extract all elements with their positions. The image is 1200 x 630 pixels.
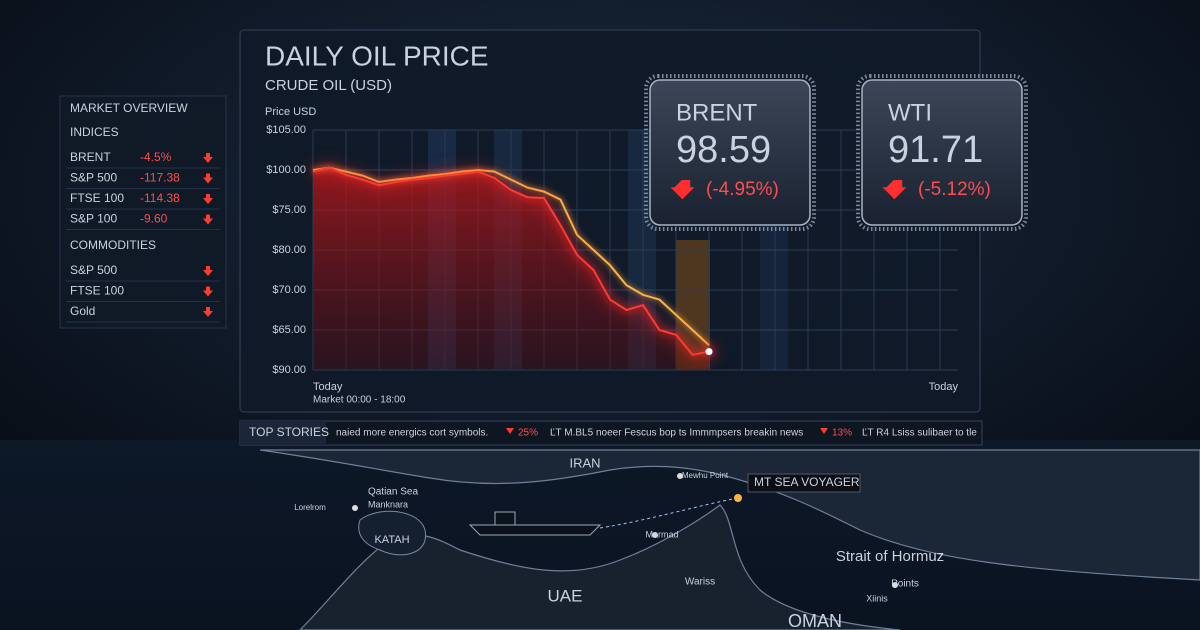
map-label: Mewhu Point (682, 471, 729, 480)
market-overview: MARKET OVERVIEW INDICES COMMODITIES BREN… (59, 95, 227, 329)
y-tick-label: $75.00 (272, 204, 306, 216)
index-name: S&P 500 (70, 171, 117, 185)
ticker-item: ĽT M.BL5 noeer Fescus bop ts Immmpsers b… (550, 428, 803, 439)
price-card: BRENT 98.59 (-4.95%) (644, 74, 816, 231)
y-tick-label: $65.00 (272, 324, 306, 336)
price-card: WTI 91.71 (-5.12%) (856, 74, 1028, 231)
map-label: Wariss (685, 577, 715, 588)
ticker-item: 25% (518, 428, 538, 439)
y-tick-label: $105.00 (266, 124, 306, 136)
chart-subtitle: CRUDE OIL (USD) (265, 77, 392, 94)
card-pins (856, 74, 1028, 231)
index-value: -117.38 (140, 171, 180, 185)
ticker-item: 13% (832, 428, 852, 439)
index-value: -114.38 (140, 191, 180, 205)
ticker: TOP STORIES naied more energics cort sym… (239, 420, 983, 446)
y-tick-label: $70.00 (272, 284, 306, 296)
x-label: Today (929, 381, 959, 393)
map (0, 440, 1200, 630)
commodity-name: Gold (70, 304, 95, 318)
index-name: FTSE 100 (70, 191, 124, 205)
y-tick-label: $90.00 (272, 364, 306, 376)
x-caption: Market 00:00 - 18:00 (313, 395, 406, 406)
map-label: Marmad (645, 529, 678, 539)
card-name: WTI (888, 99, 932, 126)
card-name: BRENT (676, 99, 758, 126)
card-pins (644, 74, 816, 231)
down-arrow (203, 266, 213, 276)
card-change: (-5.12%) (918, 179, 991, 200)
section-heading: INDICES (70, 125, 119, 139)
down-arrow (203, 194, 213, 204)
down-arrow (203, 214, 213, 225)
price-cards: BRENT 98.59 (-4.95%) WTI 91.71 (-5.12%) (644, 74, 1028, 231)
index-name: S&P 100 (70, 212, 117, 226)
down-arrow (203, 173, 213, 184)
map-label: Qatian Sea (368, 487, 418, 498)
map-label: Manknara (368, 499, 408, 509)
index-value: -9.60 (140, 212, 168, 226)
commodity-name: S&P 500 (70, 263, 117, 277)
x-label: Today (313, 381, 343, 393)
down-arrow (203, 153, 213, 163)
ship-label: MT SEA VOYAGER (754, 475, 860, 489)
y-tick-label: $100.00 (266, 164, 306, 176)
map-label: IRAN (569, 455, 600, 470)
ticker-item: ĽT R4 Lsiss sulibaer to tle (862, 428, 977, 439)
y-axis-label: Price USD (265, 106, 316, 118)
index-name: BRENT (70, 150, 111, 164)
ticker-label: TOP STORIES (249, 425, 329, 439)
ticker-item: naied more energics cort symbols. (336, 428, 488, 439)
map-label: KATAH (374, 534, 409, 546)
series-line (312, 166, 710, 356)
series-line (312, 166, 710, 346)
map-label: OMAN (788, 611, 842, 630)
card-price: 91.71 (888, 129, 983, 171)
map-label: Points (891, 579, 919, 590)
index-value: -4.5% (140, 150, 172, 164)
card-price: 98.59 (676, 129, 771, 171)
down-arrow (203, 307, 213, 317)
map-label: UAE (548, 586, 583, 605)
y-tick-label: $80.00 (272, 244, 306, 256)
commodity-name: FTSE 100 (70, 284, 124, 298)
end-point (705, 348, 713, 356)
map-label: Xiinis (866, 593, 888, 603)
chart-title: DAILY OIL PRICE (265, 40, 489, 71)
area (313, 167, 709, 370)
map-label: Lorelrom (294, 503, 326, 512)
down-arrow (670, 180, 695, 200)
map-label: Strait of Hormuz (836, 548, 944, 565)
down-arrow (882, 180, 907, 200)
card-change: (-4.95%) (706, 179, 779, 200)
panel-title: MARKET OVERVIEW (70, 101, 188, 115)
section-heading: COMMODITIES (70, 238, 156, 252)
down-arrow (203, 286, 213, 297)
